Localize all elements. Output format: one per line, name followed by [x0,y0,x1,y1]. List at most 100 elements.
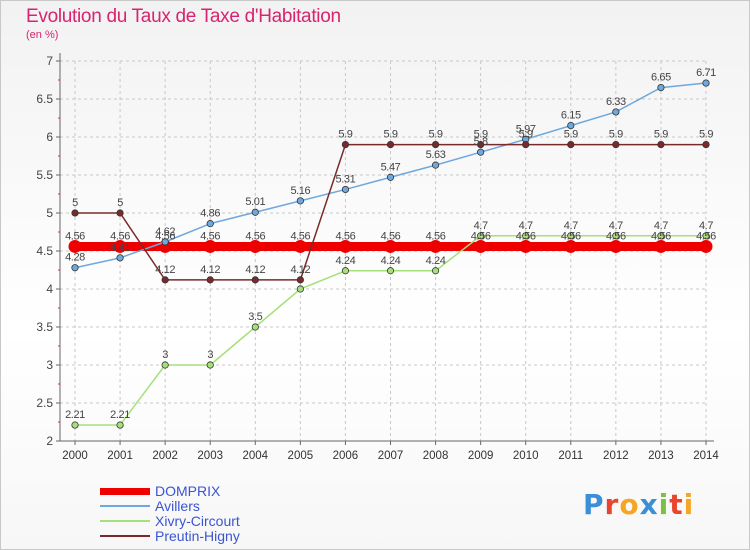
proxiti-logo: Proxiti [583,488,694,521]
data-label-domprix: 4.56 [200,230,220,242]
y-tick-label: 4.5 [36,244,53,258]
point-preutin-higny [702,141,710,149]
y-tick-label: 7 [46,54,53,68]
data-label-avillers: 4.86 [200,208,220,220]
logo-letter: r [604,488,620,521]
data-label-xivry-circourt: 3 [162,349,168,361]
point-avillers [116,254,124,262]
point-preutin-higny [522,141,530,149]
point-domprix [654,239,668,253]
point-domprix [384,239,397,253]
data-label-preutin-higny: 5.9 [699,129,713,141]
point-domprix [338,239,352,253]
data-label-domprix: 4.56 [426,230,446,242]
x-tick-label: 2000 [62,450,88,462]
point-preutin-higny [431,141,440,149]
data-label-xivry-circourt: 4.24 [381,255,401,267]
label-layer: 4.56 4.56 4.56 4.56 4.56 4.56 4.56 4.56 4.56 4.56… [65,67,716,421]
point-domprix [429,239,443,253]
data-label-avillers: 6.33 [606,96,626,108]
point-xivry-circourt [567,232,575,240]
logo-letter: x [639,488,659,521]
y-tick-label: 3.5 [36,320,53,334]
data-label-preutin-higny: 5.9 [609,129,623,141]
x-tick-label: 2007 [378,450,404,462]
y-tick-label: 3 [46,358,53,372]
data-label-avillers: 4.28 [65,252,85,264]
axis-layer: 2 2.5 3 3.5 4 4.5 5 5.5 6 6.5 7 2000 2001 2002 2003 200… [36,53,719,462]
data-label-preutin-higny: 4.12 [200,264,220,276]
point-domprix [564,239,578,253]
point-avillers [612,108,620,116]
data-label-xivry-circourt: 4.7 [474,220,488,232]
data-label-preutin-higny: 4.12 [155,264,175,276]
data-label-domprix: 4.56 [471,230,491,242]
data-label-domprix: 4.56 [65,230,85,242]
point-avillers [341,185,350,194]
x-tick-label: 2008 [423,450,449,462]
logo-letter: i [683,488,695,521]
x-tick-label: 2010 [513,450,539,462]
x-tick-label: 2011 [558,450,583,462]
point-domprix [248,239,262,253]
point-preutin-higny [206,276,214,284]
data-label-avillers: 5.16 [290,185,310,197]
data-label-xivry-circourt: 4.7 [519,220,533,232]
point-preutin-higny [612,141,620,149]
point-xivry-circourt [251,323,259,331]
data-label-avillers: 5.01 [245,196,265,208]
data-label-domprix: 4.56 [606,230,626,242]
point-domprix [113,239,127,253]
legend-swatch-preutin-higny [100,535,150,537]
y-tick-label: 2 [46,434,53,448]
legend-swatch-xivry-circourt [100,520,150,522]
point-domprix [699,239,713,253]
data-label-avillers: 5.8 [474,136,488,148]
x-tick-label: 2013 [648,450,674,462]
point-xivry-circourt [206,361,214,369]
data-label-domprix: 4.56 [561,230,581,242]
y-tick-label: 6.5 [36,92,53,106]
y-tick-label: 6 [46,130,53,144]
point-xivry-circourt [431,267,440,275]
point-preutin-higny [567,141,575,149]
point-xivry-circourt [341,267,350,275]
point-xivry-circourt [296,285,304,293]
data-label-avillers: 5.97 [516,123,536,135]
grid-layer [60,60,707,442]
point-preutin-higny [341,141,350,149]
point-avillers [296,197,304,205]
data-label-avillers: 6.71 [696,67,716,79]
point-domprix [68,239,82,253]
data-label-avillers: 6.15 [561,110,581,122]
point-avillers [477,148,485,156]
x-tick-label: 2003 [197,450,223,462]
point-avillers [161,238,169,246]
legend-label-avillers: Avillers [155,498,200,514]
data-label-avillers: 5.63 [426,149,446,161]
point-preutin-higny [116,209,124,217]
data-label-domprix: 4.56 [110,230,130,242]
point-xivry-circourt [386,267,395,275]
data-label-xivry-circourt: 2.21 [110,409,130,421]
x-tick-label: 2006 [333,450,359,462]
data-label-xivry-circourt: 4.24 [426,255,446,267]
point-domprix [293,239,307,253]
data-label-preutin-higny: 5.9 [564,129,578,141]
data-label-xivry-circourt: 3 [207,349,213,361]
chart-subtitle: (en %) [26,29,59,41]
logo-letter: P [583,488,605,521]
x-tick-label: 2005 [288,450,314,462]
point-avillers [251,208,259,216]
data-label-xivry-circourt: 4.7 [564,220,578,232]
point-avillers [567,122,575,130]
point-xivry-circourt [522,232,530,240]
point-domprix [474,239,488,253]
data-label-preutin-higny: 5 [72,197,78,209]
data-label-domprix: 4.56 [651,230,671,242]
point-xivry-circourt [116,421,124,429]
point-avillers [206,220,214,228]
point-avillers [657,84,665,92]
data-label-domprix: 4.56 [696,230,716,242]
point-domprix [609,239,623,253]
